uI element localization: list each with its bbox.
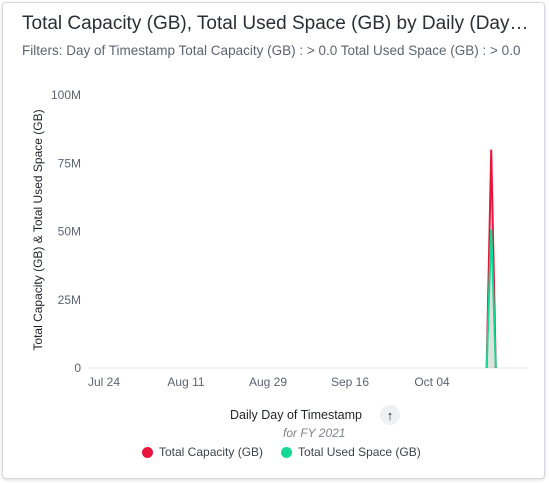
x-tick-label: Jul 24 [88, 375, 120, 389]
legend-dot-used [281, 446, 293, 458]
x-axis-title: Daily Day of Timestamp [230, 408, 362, 422]
x-tick-label: Aug 29 [249, 375, 287, 389]
x-tick-label: Oct 04 [414, 375, 450, 389]
legend: Total Capacity (GB) Total Used Space (GB… [142, 445, 421, 459]
chart-card: Total Capacity (GB), Total Used Space (G… [2, 2, 545, 479]
x-tick-label: Sep 16 [331, 375, 369, 389]
y-tick-label: 75M [58, 156, 81, 170]
sort-ascending-button[interactable]: ↑ [380, 405, 400, 425]
legend-label-used: Total Used Space (GB) [298, 445, 421, 459]
series-area-1 [486, 228, 496, 368]
y-tick-label: 0 [74, 361, 81, 375]
x-axis-subtitle: for FY 2021 [283, 426, 346, 440]
x-tick-label: Aug 11 [167, 375, 204, 389]
legend-label-capacity: Total Capacity (GB) [159, 445, 264, 459]
y-tick-label: 50M [58, 225, 81, 239]
series-line-1[interactable] [485, 228, 497, 369]
y-tick-label: 25M [58, 293, 81, 307]
legend-item-capacity[interactable]: Total Capacity (GB) [142, 445, 263, 459]
legend-item-used[interactable]: Total Used Space (GB) [281, 445, 421, 459]
arrow-up-icon: ↑ [386, 407, 394, 423]
legend-dot-capacity [142, 446, 153, 458]
y-tick-label: 100M [51, 88, 81, 102]
filters-text: Filters: Day of Timestamp Total Capacity… [22, 43, 521, 58]
